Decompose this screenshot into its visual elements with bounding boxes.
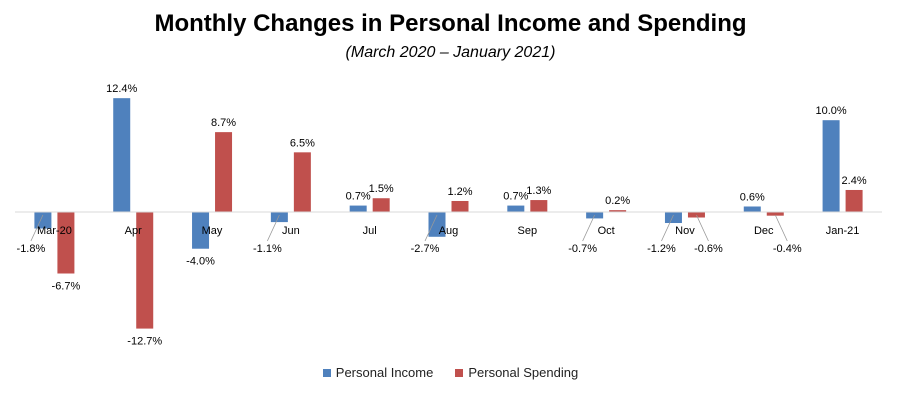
data-label-spending-jun: 6.5% [290, 137, 315, 149]
category-label-jan-21: Jan-21 [826, 225, 860, 237]
leader-income-nov [661, 214, 674, 242]
bar-income-jun [270, 212, 288, 223]
bar-income-may [192, 212, 210, 249]
data-label-income-oct: -0.7% [568, 243, 597, 255]
chart-title: Monthly Changes in Personal Income and S… [154, 10, 747, 37]
data-label-income-nov: -1.2% [647, 243, 676, 255]
data-label-income-apr: 12.4% [106, 83, 137, 95]
bar-spending-oct [609, 210, 627, 212]
data-label-income-jun: -1.1% [253, 243, 282, 255]
data-label-spending-dec: -0.4% [773, 243, 802, 255]
bar-spending-mar-20 [57, 212, 75, 274]
category-label-oct: Oct [598, 225, 615, 237]
category-label-apr: Apr [125, 225, 142, 237]
data-label-income-jan-21: 10.0% [815, 105, 846, 117]
data-label-spending-apr: -12.7% [127, 336, 162, 348]
data-label-income-sep: 0.7% [503, 191, 528, 203]
bar-income-jan-21 [822, 120, 840, 212]
legend-item-personal-spending: Personal Spending [455, 365, 578, 380]
category-label-mar-20: Mar-20 [37, 225, 72, 237]
leader-spending-dec [774, 214, 788, 242]
bar-income-apr [113, 98, 131, 212]
legend-item-personal-income: Personal Income [322, 365, 434, 380]
bar-income-aug [428, 212, 446, 237]
data-label-spending-nov: -0.6% [694, 243, 723, 255]
bar-spending-dec [766, 212, 784, 216]
chart-legend: Personal Income Personal Spending [0, 365, 901, 380]
category-label-jul: Jul [363, 225, 377, 237]
category-label-aug: Aug [439, 225, 459, 237]
legend-label-personal-spending: Personal Spending [468, 365, 579, 380]
leader-income-oct [582, 214, 595, 242]
bar-spending-sep [530, 200, 548, 212]
data-label-income-jul: 0.7% [346, 191, 371, 203]
leader-income-jun [267, 214, 280, 242]
data-label-income-aug: -2.7% [411, 243, 440, 255]
legend-swatch-personal-spending [455, 368, 464, 377]
bar-income-dec [743, 206, 761, 212]
category-label-sep: Sep [518, 225, 538, 237]
category-label-dec: Dec [754, 225, 774, 237]
bar-spending-jul [372, 198, 390, 212]
data-label-spending-jul: 1.5% [369, 183, 394, 195]
category-label-nov: Nov [675, 225, 695, 237]
bar-spending-apr [136, 212, 154, 329]
bar-spending-jan-21 [845, 189, 863, 212]
data-label-income-mar-20: -1.8% [17, 243, 46, 255]
bar-spending-nov [687, 212, 705, 218]
data-label-spending-oct: 0.2% [605, 195, 630, 207]
bar-spending-may [215, 132, 233, 212]
category-label-jun: Jun [282, 225, 300, 237]
leader-income-aug [424, 214, 438, 242]
data-label-spending-aug: 1.2% [447, 186, 472, 198]
data-label-spending-mar-20: -6.7% [52, 281, 81, 293]
legend-label-personal-income: Personal Income [335, 365, 434, 380]
bar-spending-aug [451, 200, 469, 212]
data-label-spending-may: 8.7% [211, 117, 236, 129]
data-label-income-may: -4.0% [186, 256, 215, 268]
category-label-may: May [202, 225, 223, 237]
legend-swatch-personal-income [322, 368, 331, 377]
bar-income-nov [664, 212, 682, 224]
data-label-spending-jan-21: 2.4% [842, 175, 867, 187]
data-label-spending-sep: 1.3% [526, 185, 551, 197]
chart-subtitle: (March 2020 – January 2021) [345, 44, 556, 61]
bar-spending-jun [293, 152, 311, 212]
data-label-income-dec: 0.6% [740, 191, 765, 203]
bar-income-sep [507, 205, 525, 212]
leader-income-mar-20 [30, 214, 44, 242]
leader-spending-nov [696, 214, 709, 242]
bar-income-jul [349, 205, 367, 212]
